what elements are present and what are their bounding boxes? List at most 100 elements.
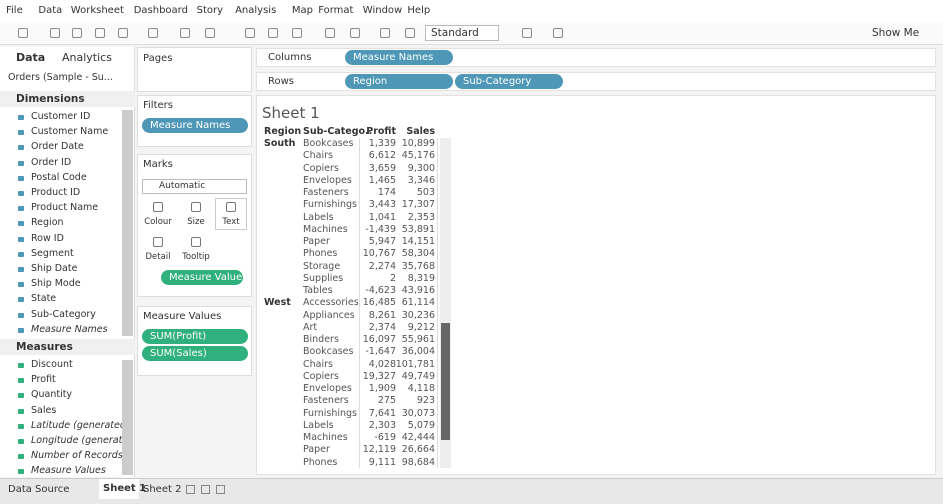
sheet-tab[interactable]: Sheet 1 <box>99 479 146 499</box>
toolbar-icon[interactable] <box>350 28 360 38</box>
dimension-field[interactable]: Measure Names <box>31 323 108 335</box>
toolbar-icon[interactable] <box>553 28 563 38</box>
measure-pill[interactable]: SUM(Sales) <box>142 346 248 361</box>
data-source[interactable]: Orders (Sample - Su... <box>8 72 113 83</box>
card-title: Measure Values <box>143 311 222 322</box>
profit-cell: 3,443 <box>368 199 396 211</box>
menu-item[interactable]: Worksheet <box>70 5 124 16</box>
toolbar-icon[interactable] <box>245 28 255 38</box>
dimension-field[interactable]: Region <box>31 217 64 229</box>
sheet-tab[interactable]: Sheet 2 <box>143 484 182 495</box>
toolbar-icon[interactable] <box>325 28 335 38</box>
menu-item[interactable]: Analysis <box>235 5 277 16</box>
dimension-field[interactable]: Sub-Category <box>31 308 96 320</box>
toolbar-icon[interactable] <box>380 28 390 38</box>
measure-field[interactable]: Latitude (generated) <box>31 419 130 431</box>
tab-data[interactable]: Data <box>16 51 46 64</box>
divider <box>359 138 360 468</box>
menu-item[interactable]: Map <box>291 5 313 16</box>
dimension-field[interactable]: Row ID <box>31 232 64 244</box>
shelf-label: Rows <box>268 76 295 87</box>
row-pill[interactable]: Sub-Category <box>455 74 563 89</box>
sales-cell: 43,916 <box>401 285 435 296</box>
profit-cell: 19,327 <box>362 370 396 382</box>
menu-item[interactable]: Data <box>38 5 63 16</box>
tab-icon[interactable] <box>216 485 225 494</box>
shelf-label: Columns <box>268 52 312 63</box>
tab-analytics[interactable]: Analytics <box>62 51 112 64</box>
sheet-title: Sheet 1 <box>262 104 320 122</box>
toolbar-icon[interactable] <box>72 28 82 38</box>
measure-field[interactable]: Quantity <box>31 389 73 401</box>
field-icon <box>18 393 24 399</box>
dimension-field[interactable]: Product ID <box>31 187 81 198</box>
filter-pill[interactable]: Measure Names <box>142 118 248 133</box>
row-pill[interactable]: Region <box>345 74 453 89</box>
dimension-field[interactable]: Product Name <box>31 202 99 214</box>
field-icon <box>18 378 24 384</box>
profit-cell: 8,261 <box>368 309 396 321</box>
toolbar-icon[interactable] <box>148 28 158 38</box>
profit-cell: -4,623 <box>365 285 396 296</box>
dimension-field[interactable]: Segment <box>31 247 74 259</box>
tab-icon[interactable] <box>186 485 195 494</box>
measure-field[interactable]: Number of Records <box>31 450 123 462</box>
toolbar-icon[interactable] <box>180 28 190 38</box>
profit-cell: 16,485 <box>362 297 396 309</box>
dimension-field[interactable]: Order ID <box>31 156 72 168</box>
column-pill[interactable]: Measure Names <box>345 50 453 65</box>
sub-category: Labels <box>303 211 334 223</box>
dimension-field[interactable]: State <box>31 293 57 305</box>
card-title: Marks <box>143 159 173 170</box>
menu-item[interactable]: Dashboard <box>133 5 188 16</box>
fit-dropdown[interactable]: Standard <box>425 25 499 41</box>
dimension-field[interactable]: Ship Mode <box>31 278 81 290</box>
sales-cell: 35,768 <box>401 260 435 272</box>
marks-pill[interactable]: Measure Values <box>161 270 247 285</box>
dimension-field[interactable]: Customer Name <box>31 126 109 138</box>
scroll-thumb[interactable] <box>441 323 450 440</box>
toolbar-icon[interactable] <box>292 28 302 38</box>
measure-field[interactable]: Measure Values <box>31 465 106 477</box>
dimension-field[interactable]: Customer ID <box>31 111 91 122</box>
menu-item[interactable]: Story <box>196 5 224 16</box>
measure-field[interactable]: Profit <box>31 374 56 386</box>
dimension-field[interactable]: Order Date <box>31 141 84 153</box>
sales-cell: 9,212 <box>407 321 435 333</box>
sales-cell: 14,151 <box>401 236 435 247</box>
toolbar-icon[interactable] <box>205 28 215 38</box>
dimension-field[interactable]: Ship Date <box>31 263 78 274</box>
sales-cell: 36,004 <box>401 346 435 358</box>
measure-field[interactable]: Discount <box>31 359 73 370</box>
sheet-tab[interactable]: Data Source <box>8 484 70 495</box>
toolbar-icon[interactable] <box>268 28 278 38</box>
measure-field[interactable]: Longitude (generat... <box>31 435 132 446</box>
toolbar-icon[interactable] <box>95 28 105 38</box>
toolbar-icon[interactable] <box>18 28 28 38</box>
menu-item[interactable]: Format <box>318 5 354 16</box>
field-icon <box>18 327 24 333</box>
sales-cell: 10,899 <box>401 138 435 149</box>
field-icon <box>18 130 24 136</box>
menu-item[interactable]: Help <box>407 5 431 16</box>
measure-field[interactable]: Sales <box>31 404 57 416</box>
toolbar-icon[interactable] <box>522 28 532 38</box>
region-label: South <box>264 138 296 149</box>
measure-pill[interactable]: SUM(Profit) <box>142 329 248 344</box>
show-me[interactable]: Show Me <box>872 27 920 39</box>
menu-item[interactable]: File <box>6 5 23 16</box>
dimension-field[interactable]: Postal Code <box>31 171 87 183</box>
toolbar-icon[interactable] <box>405 28 415 38</box>
mark-type[interactable]: Automatic <box>142 179 247 194</box>
mark-button[interactable] <box>215 198 247 230</box>
mark-label: Detail <box>145 252 171 262</box>
sub-category: Supplies <box>303 272 344 284</box>
card-title: Pages <box>143 53 173 64</box>
toolbar-icon[interactable] <box>118 28 128 38</box>
sub-category: Accessories <box>303 297 359 309</box>
toolbar-icon[interactable] <box>50 28 60 38</box>
sales-cell: 4,118 <box>407 383 435 394</box>
tab-icon[interactable] <box>201 485 210 494</box>
menu-item[interactable]: Window <box>362 5 403 16</box>
profit-cell: -619 <box>374 432 396 443</box>
